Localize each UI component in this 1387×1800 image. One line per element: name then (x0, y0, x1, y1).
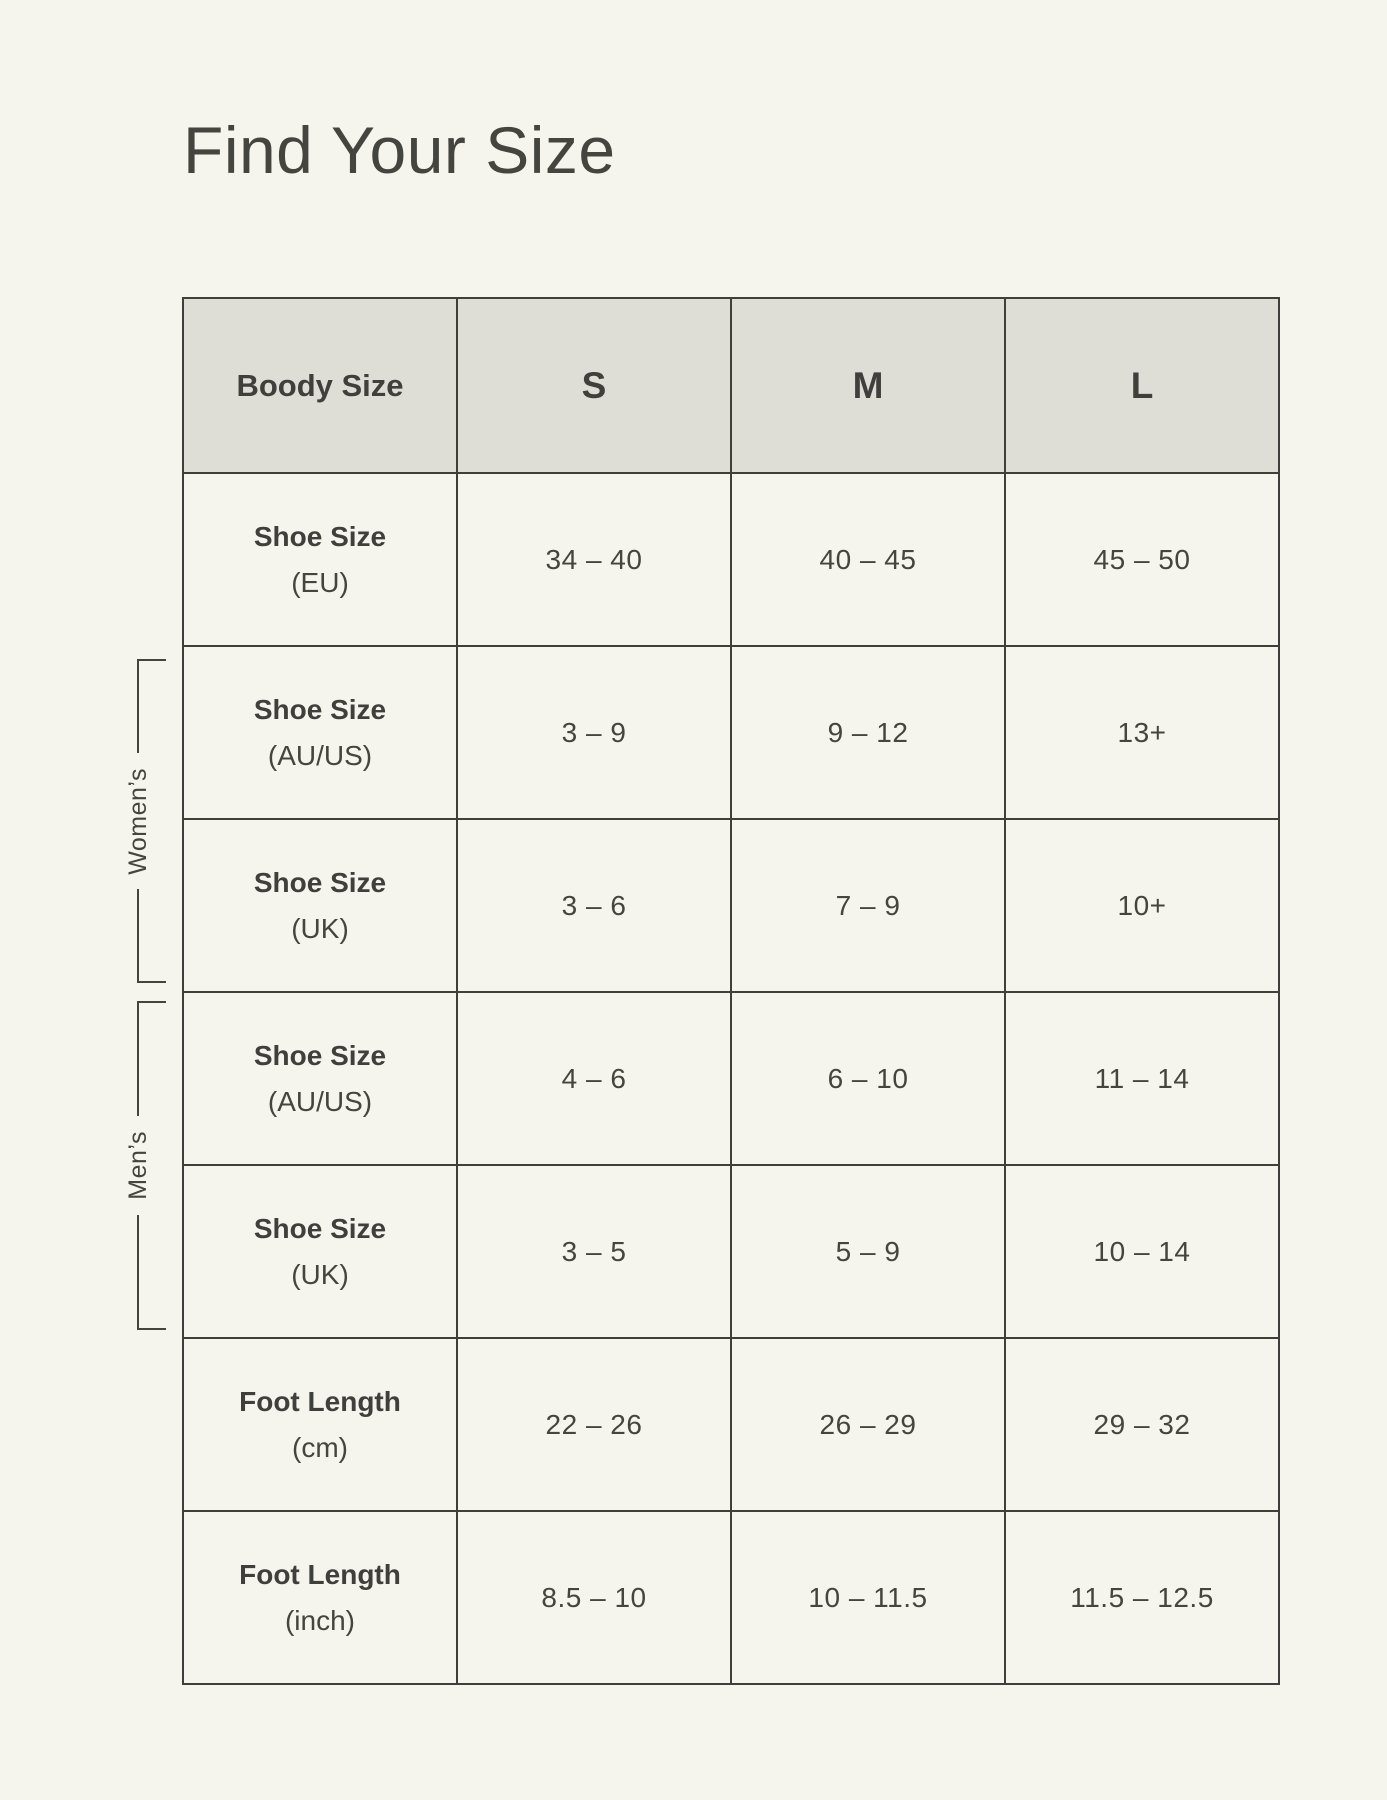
size-chart-table: Boody Size S M L Shoe Size (EU) 34 – 40 … (182, 297, 1280, 1685)
row-label-name: Shoe Size (253, 693, 387, 725)
header-size-m: M (730, 297, 1006, 474)
size-value-cell: 11.5 – 12.5 (1004, 1510, 1280, 1685)
size-value-cell: 13+ (1004, 645, 1280, 820)
row-label-name: Shoe Size (253, 1212, 387, 1244)
bracket-line (137, 889, 139, 984)
size-value-cell: 11 – 14 (1004, 991, 1280, 1166)
mens-group-label: Men’s (124, 1131, 152, 1200)
size-value-cell: 3 – 9 (456, 645, 732, 820)
mens-group-bracket: Men’s (124, 1001, 166, 1330)
row-label-unit: (UK) (291, 912, 349, 944)
size-value-cell: 8.5 – 10 (456, 1510, 732, 1685)
size-value-cell: 45 – 50 (1004, 472, 1280, 647)
row-label: Shoe Size (EU) (182, 472, 458, 647)
table-row-foot-length-inch: Foot Length (inch) 8.5 – 10 10 – 11.5 11… (182, 1510, 1280, 1685)
row-label-unit: (cm) (292, 1431, 348, 1463)
size-value-cell: 34 – 40 (456, 472, 732, 647)
row-label-name: Shoe Size (253, 520, 387, 552)
row-label-unit: (UK) (291, 1258, 349, 1290)
size-value-cell: 9 – 12 (730, 645, 1006, 820)
size-value-cell: 22 – 26 (456, 1337, 732, 1512)
row-label-name: Foot Length (239, 1558, 401, 1590)
table-row-womens-shoe-auus: Shoe Size (AU/US) 3 – 9 9 – 12 13+ (182, 645, 1280, 820)
table-row-mens-shoe-uk: Shoe Size (UK) 3 – 5 5 – 9 10 – 14 (182, 1164, 1280, 1339)
table-row-foot-length-cm: Foot Length (cm) 22 – 26 26 – 29 29 – 32 (182, 1337, 1280, 1512)
header-product-size-label: Boody Size (182, 297, 458, 474)
size-value-cell: 10 – 11.5 (730, 1510, 1006, 1685)
size-value-cell: 3 – 5 (456, 1164, 732, 1339)
size-value-cell: 10 – 14 (1004, 1164, 1280, 1339)
size-value-cell: 40 – 45 (730, 472, 1006, 647)
table-row-mens-shoe-auus: Shoe Size (AU/US) 4 – 6 6 – 10 11 – 14 (182, 991, 1280, 1166)
row-label: Shoe Size (UK) (182, 1164, 458, 1339)
row-label: Foot Length (inch) (182, 1510, 458, 1685)
size-value-cell: 4 – 6 (456, 991, 732, 1166)
size-value-cell: 5 – 9 (730, 1164, 1006, 1339)
row-label: Shoe Size (AU/US) (182, 991, 458, 1166)
womens-group-label: Women’s (124, 767, 152, 875)
header-size-s: S (456, 297, 732, 474)
bracket-line (137, 1214, 139, 1330)
row-label-name: Shoe Size (253, 866, 387, 898)
womens-group-bracket: Women’s (124, 659, 166, 984)
row-label-unit: (AU/US) (267, 1085, 373, 1117)
header-row: Boody Size S M L (182, 297, 1280, 474)
size-value-cell: 7 – 9 (730, 818, 1006, 993)
size-value-cell: 26 – 29 (730, 1337, 1006, 1512)
size-value-cell: 10+ (1004, 818, 1280, 993)
size-value-cell: 3 – 6 (456, 818, 732, 993)
row-label-unit: (AU/US) (267, 739, 373, 771)
table-row-womens-shoe-uk: Shoe Size (UK) 3 – 6 7 – 9 10+ (182, 818, 1280, 993)
row-label: Foot Length (cm) (182, 1337, 458, 1512)
bracket-line (137, 1001, 139, 1117)
page-title: Find Your Size (183, 113, 616, 187)
size-value-cell: 29 – 32 (1004, 1337, 1280, 1512)
row-label: Shoe Size (UK) (182, 818, 458, 993)
row-label-name: Shoe Size (253, 1039, 387, 1071)
row-label-unit: (inch) (284, 1604, 355, 1636)
header-size-l: L (1004, 297, 1280, 474)
row-label-name: Foot Length (239, 1385, 401, 1417)
bracket-line (137, 659, 139, 753)
size-value-cell: 6 – 10 (730, 991, 1006, 1166)
row-label: Shoe Size (AU/US) (182, 645, 458, 820)
row-label-unit: (EU) (291, 566, 349, 598)
table-row-shoe-eu: Shoe Size (EU) 34 – 40 40 – 45 45 – 50 (182, 472, 1280, 647)
